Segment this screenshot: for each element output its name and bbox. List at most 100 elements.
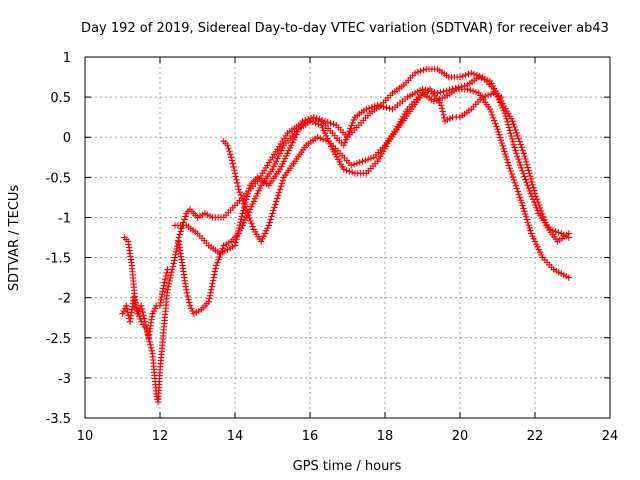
data-point bbox=[269, 210, 276, 217]
data-point bbox=[237, 216, 245, 223]
x-tick-label: 20 bbox=[452, 429, 469, 444]
data-point bbox=[234, 182, 242, 190]
data-point bbox=[314, 134, 321, 141]
y-tick-label: -2.5 bbox=[46, 332, 71, 347]
data-point bbox=[492, 120, 499, 127]
data-point bbox=[226, 148, 233, 155]
data-point bbox=[504, 159, 512, 166]
data-point bbox=[322, 137, 330, 144]
data-point bbox=[511, 144, 518, 151]
data-point bbox=[231, 170, 239, 177]
data-point bbox=[237, 218, 244, 226]
data-point bbox=[275, 189, 283, 196]
data-point bbox=[248, 220, 255, 227]
data-point bbox=[502, 153, 510, 161]
data-point bbox=[515, 155, 522, 163]
data-point bbox=[171, 257, 178, 264]
x-tick-label: 24 bbox=[602, 429, 619, 444]
data-point bbox=[210, 274, 217, 281]
data-point bbox=[139, 308, 146, 316]
data-point bbox=[123, 302, 130, 309]
data-point bbox=[184, 292, 191, 300]
data-point bbox=[356, 159, 363, 166]
data-point bbox=[509, 138, 517, 146]
data-point bbox=[138, 302, 145, 309]
data-point bbox=[307, 114, 315, 122]
data-point bbox=[327, 119, 334, 127]
data-point bbox=[516, 138, 523, 145]
data-point bbox=[521, 210, 529, 218]
data-point bbox=[277, 183, 285, 190]
data-point bbox=[309, 118, 317, 126]
data-point bbox=[239, 210, 246, 217]
data-point bbox=[273, 195, 281, 202]
data-point bbox=[246, 214, 253, 222]
data-point bbox=[146, 338, 153, 345]
data-point bbox=[411, 69, 419, 77]
data-point bbox=[503, 156, 511, 163]
x-tick-label: 12 bbox=[152, 429, 169, 444]
data-point bbox=[230, 163, 237, 171]
data-point bbox=[214, 259, 221, 266]
data-point bbox=[165, 280, 173, 288]
data-point bbox=[317, 135, 324, 142]
data-point bbox=[505, 124, 513, 131]
data-point bbox=[531, 199, 538, 206]
data-point bbox=[509, 135, 516, 143]
data-point bbox=[522, 176, 529, 183]
data-point bbox=[525, 221, 532, 229]
data-point bbox=[176, 231, 183, 238]
data-point bbox=[377, 102, 384, 110]
data-point bbox=[498, 139, 506, 147]
data-point bbox=[279, 177, 287, 184]
data-point bbox=[520, 170, 527, 177]
data-point bbox=[341, 139, 349, 146]
data-point bbox=[231, 242, 239, 249]
data-point bbox=[243, 196, 250, 203]
data-point bbox=[522, 155, 529, 163]
data-point bbox=[240, 200, 248, 207]
data-point bbox=[235, 224, 243, 232]
data-point bbox=[315, 120, 322, 128]
data-point bbox=[238, 194, 246, 202]
data-point bbox=[364, 156, 372, 163]
data-point bbox=[414, 68, 422, 76]
data-point bbox=[465, 70, 472, 78]
data-point bbox=[517, 196, 525, 204]
data-point bbox=[271, 204, 278, 211]
data-point bbox=[473, 71, 481, 79]
data-point bbox=[164, 283, 172, 290]
series-track-b bbox=[121, 234, 171, 406]
data-point bbox=[185, 296, 192, 303]
data-point bbox=[509, 173, 517, 181]
data-point bbox=[143, 326, 151, 333]
data-point bbox=[524, 219, 531, 226]
data-point bbox=[330, 120, 337, 128]
data-point bbox=[270, 207, 277, 214]
data-point bbox=[313, 114, 320, 122]
data-point bbox=[516, 158, 523, 166]
data-point bbox=[527, 227, 534, 234]
y-tick-label: 0.5 bbox=[50, 91, 71, 106]
data-point bbox=[209, 280, 216, 287]
data-point bbox=[505, 121, 512, 128]
data-point bbox=[224, 142, 231, 149]
data-point bbox=[321, 117, 329, 125]
data-point bbox=[532, 201, 539, 209]
data-point bbox=[243, 206, 250, 213]
data-point bbox=[267, 216, 274, 223]
data-point bbox=[208, 283, 216, 290]
data-point bbox=[163, 269, 170, 276]
data-point bbox=[362, 157, 369, 164]
data-point bbox=[510, 176, 518, 184]
data-point bbox=[233, 236, 240, 243]
data-point bbox=[227, 151, 234, 158]
data-point bbox=[207, 289, 214, 296]
data-point bbox=[363, 105, 370, 113]
data-point bbox=[565, 234, 572, 241]
data-point bbox=[490, 114, 497, 121]
data-point bbox=[208, 286, 215, 293]
data-point bbox=[508, 170, 516, 178]
data-point bbox=[167, 274, 174, 282]
